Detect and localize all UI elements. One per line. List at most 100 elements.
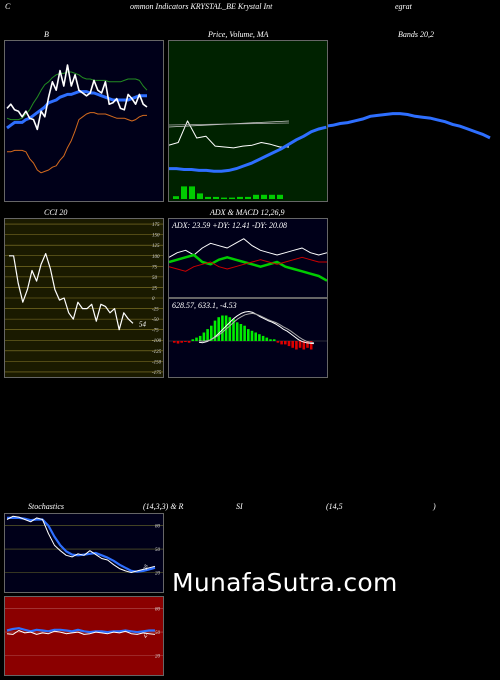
volume-bar [189, 186, 195, 199]
macd-histogram-bar [272, 339, 276, 341]
cci-tick-label: -100 [152, 339, 162, 344]
bollinger-panel [4, 40, 164, 202]
volume-bar [245, 196, 251, 199]
macd-histogram-bar [228, 317, 232, 341]
macd-histogram-bar [280, 341, 283, 345]
macd-histogram-bar [176, 341, 180, 344]
volume-bar [173, 196, 179, 199]
volume-bar [237, 196, 243, 199]
macd-histogram-bar [239, 324, 243, 341]
macd-histogram-bar [250, 330, 254, 341]
bollinger-lower-line [7, 112, 147, 174]
macd-values: 628.57, 633.1, -4.53 [172, 301, 237, 310]
volume-bar [253, 194, 259, 199]
macd-histogram-bar [298, 341, 302, 348]
macd-histogram-bar [309, 341, 313, 350]
cci-tick-label: 100 [152, 255, 160, 260]
macd-histogram-bar [295, 341, 298, 350]
macd-panel: 628.57, 633.1, -4.53 [168, 298, 328, 378]
cci-tick-label: -75 [152, 329, 159, 334]
macd-histogram-bar [247, 329, 250, 341]
volume-bar [229, 197, 235, 199]
macd-histogram-bar [232, 318, 235, 341]
stoch-label-a: Stochastics [28, 502, 64, 511]
stochastics-panel: 80 50 20 28 [4, 513, 164, 593]
macd-histogram-bar [191, 339, 195, 341]
volume-bar [181, 186, 187, 199]
header-title-tail: egrat [395, 2, 412, 11]
cci-last-value: 54 [139, 320, 147, 328]
bollinger-ma-line [6, 90, 147, 130]
stoch-label-c: SI [236, 502, 243, 511]
cci-tick-label: 75 [152, 265, 158, 270]
macd-histogram-bar [261, 335, 265, 341]
volume-bar [213, 196, 219, 199]
cci-tick-label: 50 [152, 276, 158, 281]
cci-tick-label: 25 [152, 286, 158, 291]
adx-chart [169, 238, 327, 282]
oscillator-last-value: 28 [143, 564, 150, 571]
oscillator-tick-label: 80 [155, 525, 161, 530]
bands-label: Bands 20,2 [398, 30, 434, 39]
macd-histogram-bar [265, 337, 269, 341]
header-c: C [5, 2, 11, 11]
ma-long-line [169, 122, 290, 126]
cci-tick-label: 0 [152, 297, 155, 302]
bollinger-label: B [44, 30, 49, 39]
cci-tick-label: -50 [152, 318, 159, 323]
cci-panel: 175 150 125 100 75 50 25 0 -25 -50 -75 -100 -125 -150… [4, 218, 164, 378]
macd-chart [169, 311, 327, 350]
cci-tick-label: -150 [152, 360, 162, 365]
macd-histogram-bar [254, 332, 257, 341]
volume-bar [277, 194, 283, 199]
macd-histogram-bar [306, 341, 309, 348]
cci-tick-label: 150 [152, 234, 160, 239]
rsi-ma-line [6, 627, 155, 634]
macd-histogram-bar [195, 337, 198, 341]
macd-histogram-bar [269, 339, 272, 341]
macd-histogram-bar [173, 341, 176, 343]
oscillator-tick-label: 50 [155, 631, 161, 636]
macd-histogram-bar [243, 325, 246, 341]
macd-histogram-bar [217, 317, 220, 341]
adx-macd-label: ADX & MACD 12,26,9 [210, 208, 285, 217]
watermark: MunafaSutra.com [172, 568, 398, 597]
macd-histogram-bar [180, 341, 183, 343]
macd-histogram-bar [258, 334, 261, 341]
cci-tick-label: -25 [152, 308, 159, 313]
volume-bar [269, 194, 275, 199]
oscillator-last-value: 47 [143, 632, 150, 639]
cci-chart: 175 150 125 100 75 50 25 0 -25 -50 -75 -100 -125 -150… [5, 223, 163, 376]
macd-histogram-bar [184, 341, 187, 342]
price-volume-chart [169, 120, 327, 199]
oscillator-tick-label: 20 [155, 655, 161, 660]
ma-blue-line-extension [328, 112, 491, 140]
oscillator-tick-label: 50 [155, 548, 161, 553]
macd-histogram-bar [302, 341, 306, 350]
macd-histogram-bar [291, 341, 294, 348]
price-volume-panel [168, 40, 328, 202]
macd-histogram-bar [235, 322, 239, 341]
stoch-label-e: ) [433, 502, 436, 511]
adx-panel: ADX: 23.59 +DY: 12.41 -DY: 20.08 [168, 218, 328, 298]
volume-bar [221, 197, 227, 199]
cci-line [9, 252, 134, 331]
macd-histogram-bar [213, 320, 217, 341]
bollinger-upper-line [6, 71, 148, 121]
cci-tick-label: 175 [152, 223, 160, 228]
stoch-label-b: (14,3,3) & R [143, 502, 184, 511]
macd-histogram-bar [202, 332, 206, 341]
cci-tick-label: -175 [152, 371, 162, 376]
macd-histogram-bar [221, 315, 224, 341]
volume-bar [197, 193, 203, 199]
macd-signal-line [198, 312, 315, 344]
oscillator-tick-label: 20 [155, 572, 161, 577]
adx-values: ADX: 23.59 +DY: 12.41 -DY: 20.08 [172, 221, 288, 230]
rsi-panel: 80 50 20 47 [4, 596, 164, 676]
macd-histogram-bar [284, 341, 287, 345]
stoch-pct-k-line [6, 515, 156, 573]
volume-bar [261, 194, 267, 199]
header-title: ommon Indicators KRYSTAL_BE Krystal Int [130, 2, 273, 11]
bollinger-close-line [6, 64, 148, 131]
price-volume-label: Price, Volume, MA [208, 30, 269, 39]
